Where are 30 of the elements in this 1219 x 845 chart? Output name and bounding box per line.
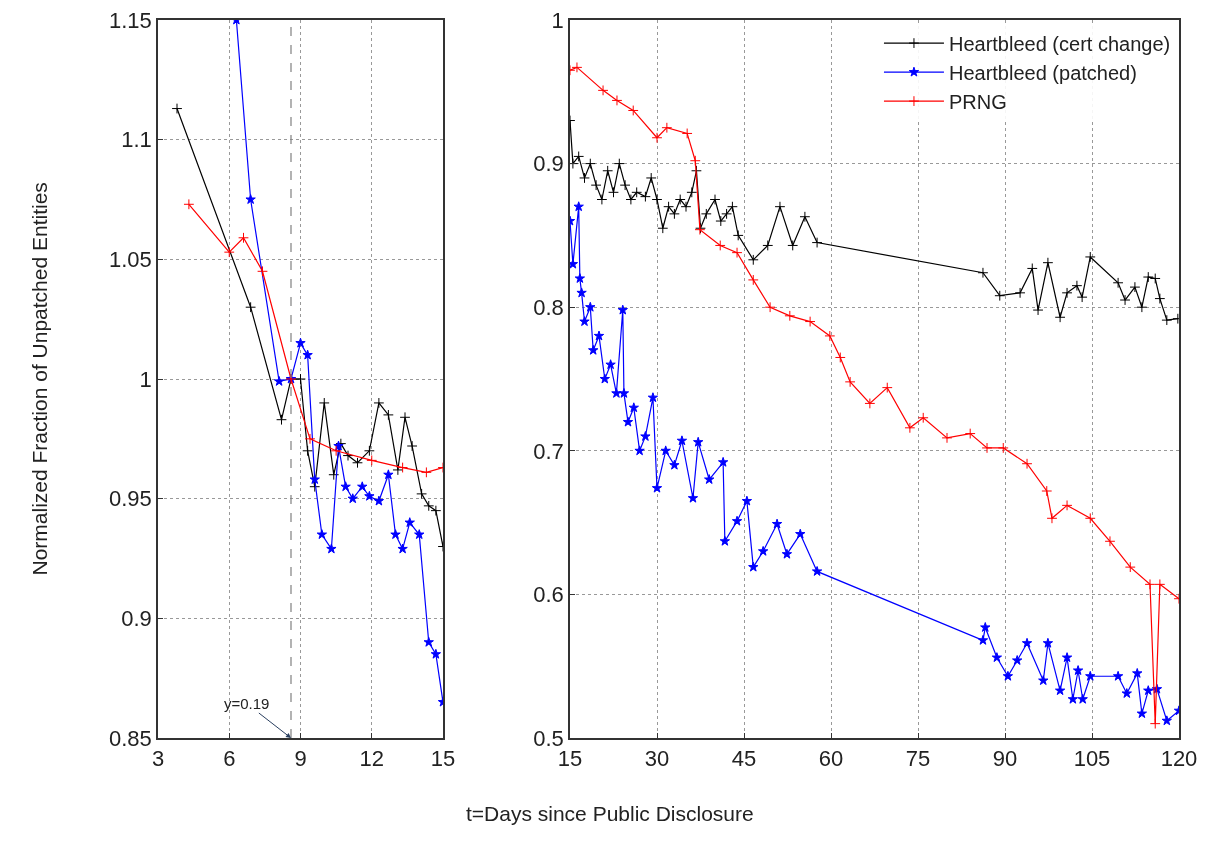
y-tick-label: 1.1: [121, 127, 152, 153]
y-tick-label: 0.6: [533, 582, 564, 608]
y-tick-label: 1.15: [109, 7, 152, 33]
legend-label: PRNG: [948, 90, 1007, 113]
x-tick-label: 120: [1160, 746, 1198, 772]
y-tick-label: 0.9: [533, 151, 564, 177]
x-tick-label: 9: [294, 746, 307, 772]
x-tick-label: 45: [731, 746, 757, 772]
x-tick-label: 3: [151, 746, 165, 772]
x-tick-label: 90: [992, 746, 1018, 772]
x-tick-label: 60: [818, 746, 844, 772]
y-tick-label: 1: [551, 7, 564, 33]
x-tick-label: 75: [905, 746, 931, 772]
y-tick-label: 0.7: [533, 438, 564, 464]
y-tick-label: 1: [139, 366, 152, 392]
annotation: y=0.19: [224, 695, 270, 712]
legend-label: Heartbleed (cert change): [948, 32, 1171, 55]
x-tick-label: 105: [1073, 746, 1111, 772]
x-tick-label: 6: [223, 746, 236, 772]
legend-label: Heartbleed (patched): [948, 61, 1137, 84]
x-axis-title: t=Days since Public Disclosure: [466, 802, 754, 825]
y-tick-label: 1.05: [109, 247, 152, 273]
y-tick-label: 0.85: [109, 725, 152, 751]
x-tick-label: 30: [644, 746, 670, 772]
x-tick-label: 15: [430, 746, 456, 772]
y-tick-label: 0.9: [121, 606, 152, 632]
y-tick-label: 0.95: [109, 486, 152, 512]
y-tick-label: 0.8: [533, 294, 564, 320]
x-tick-label: 12: [359, 746, 384, 772]
y-axis-title: Normalized Fraction of Unpatched Entities: [27, 182, 51, 576]
